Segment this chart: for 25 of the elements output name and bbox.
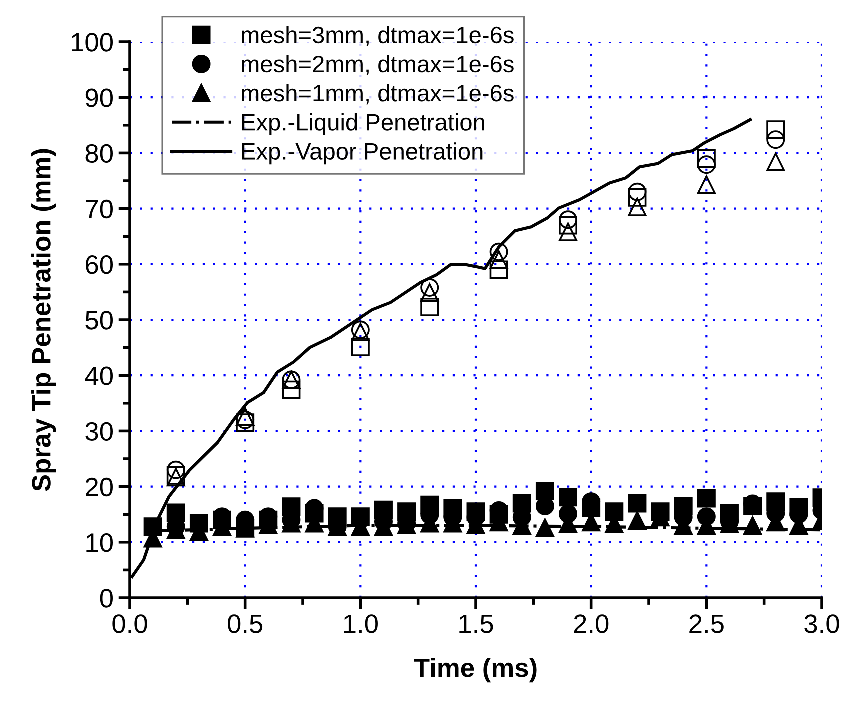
x-tick-label: 1.5: [460, 614, 494, 634]
legend-label: mesh=3mm, dtmax=1e-6s: [242, 26, 514, 46]
x-tick-label: 0.5: [228, 614, 263, 634]
x-tick-label: 1.0: [344, 614, 378, 634]
x-tick-label: 2.0: [574, 614, 609, 634]
y-axis-title: Spray Tip Penetration (mm): [32, 149, 56, 492]
y-tick-label: 10: [86, 534, 113, 552]
legend-label: Exp.-Liquid Penetration: [242, 114, 484, 136]
y-tick-label: 30: [86, 422, 113, 442]
y-tick-label: 0: [100, 589, 113, 608]
x-tick-label: 2.5: [690, 614, 724, 634]
x-axis-title: Time (ms): [414, 658, 537, 683]
legend-label: mesh=2mm, dtmax=1e-6s: [242, 55, 514, 76]
y-tick-label: 40: [85, 366, 113, 386]
x-tick-label: 0.0: [112, 614, 148, 634]
y-tick-label: 90: [86, 88, 113, 108]
y-tick-label: 70: [86, 200, 113, 219]
x-tick-label: 3.0: [804, 614, 840, 634]
y-tick-label: 20: [86, 478, 113, 497]
y-tick-label: 100: [72, 33, 113, 52]
legend-label: Exp.-Vapor Penetration: [242, 142, 483, 165]
legend-label: mesh=1mm, dtmax=1e-6s: [242, 84, 514, 105]
y-tick-label: 50: [86, 311, 113, 330]
y-tick-label: 60: [86, 256, 113, 274]
y-tick-label: 80: [86, 144, 113, 164]
